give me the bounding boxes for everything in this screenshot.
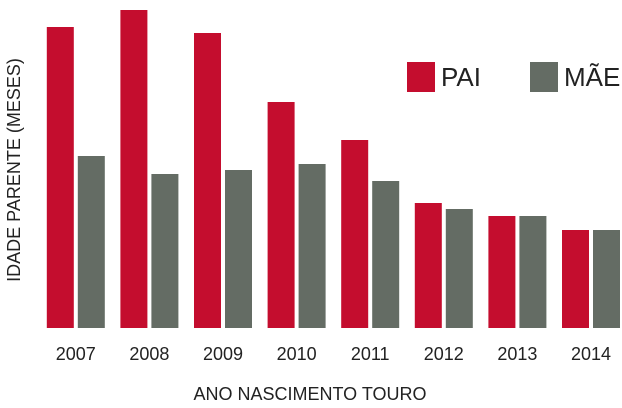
bar [120, 10, 148, 328]
legend-swatch [530, 62, 558, 92]
bar [151, 174, 179, 328]
bar [519, 216, 547, 328]
bar [225, 170, 252, 328]
bar [298, 164, 326, 328]
x-tick-label: 2009 [203, 344, 243, 364]
bar [46, 27, 74, 328]
x-tick-label: 2012 [424, 344, 464, 364]
bar [267, 102, 295, 328]
legend-label: MÃE [564, 62, 620, 92]
legend-swatch [407, 62, 435, 92]
x-tick-label: 2011 [351, 344, 390, 364]
legend-label: PAI [441, 62, 481, 92]
bar [194, 33, 221, 328]
bar [341, 140, 369, 328]
bar [562, 230, 589, 328]
x-tick-label: 2010 [277, 344, 317, 364]
y-axis-title: IDADE PARENTE (MESES) [4, 58, 24, 282]
x-tick-label: 2007 [56, 344, 96, 364]
bar [445, 209, 473, 328]
bar [372, 181, 400, 328]
x-tick-label: 2014 [571, 344, 611, 364]
bar [488, 216, 516, 328]
bar [414, 203, 442, 328]
x-axis-title: ANO NASCIMENTO TOURO [193, 384, 426, 404]
bar [77, 156, 105, 328]
x-tick-label: 2013 [497, 344, 537, 364]
x-tick-label: 2008 [129, 344, 169, 364]
bar [593, 230, 620, 328]
